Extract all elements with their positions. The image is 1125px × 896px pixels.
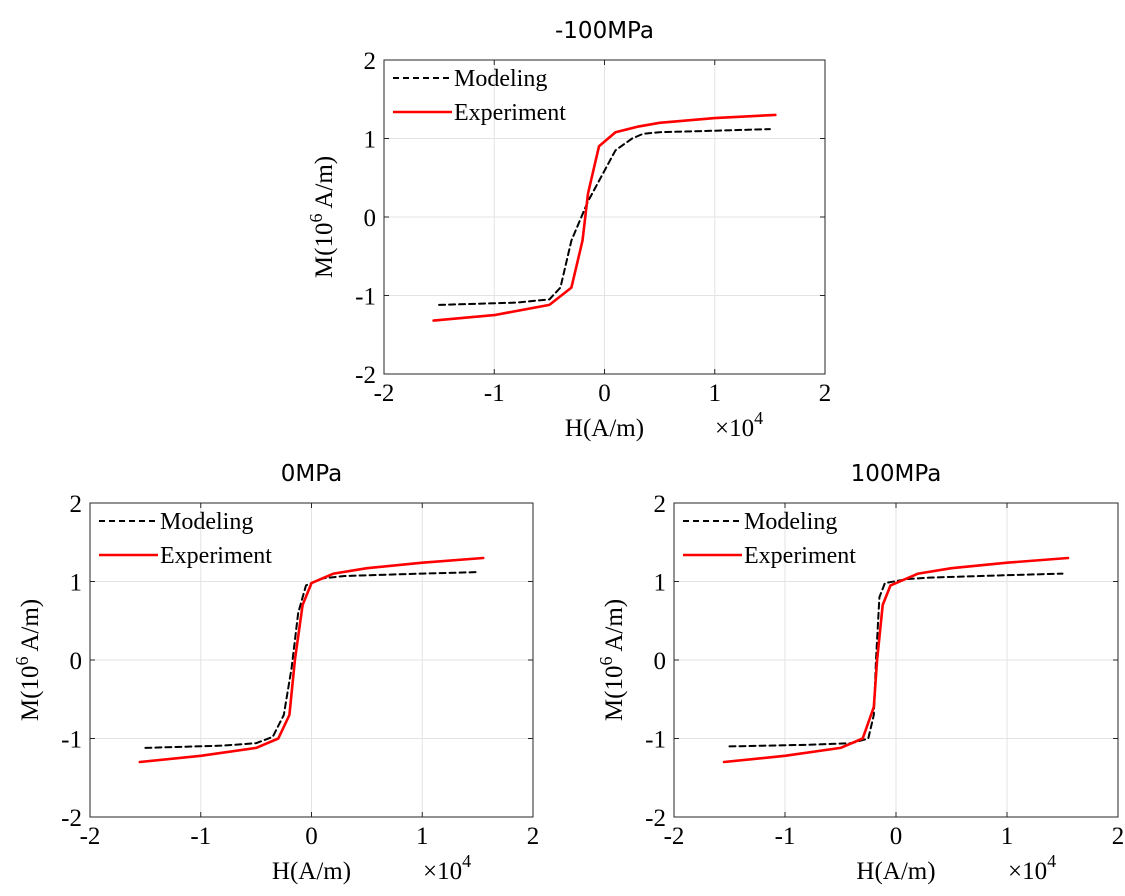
y-tick-label: -2 [355, 362, 376, 389]
y-tick-label: 2 [364, 48, 377, 75]
y-tick-label: 1 [364, 127, 377, 154]
y-tick-label: 0 [654, 648, 667, 675]
legend-label-modeling: Modeling [160, 509, 253, 535]
series-group [138, 556, 485, 764]
legend-label-experiment: Experiment [454, 100, 566, 126]
y-tick-label: -2 [645, 805, 666, 832]
legend: Modeling Experiment [99, 509, 272, 569]
y-tick-label: 1 [654, 570, 667, 597]
y-axis-label: M(106 A/m) [12, 599, 44, 721]
x-tick-label: -1 [190, 823, 211, 850]
legend-label-modeling: Modeling [454, 66, 547, 92]
x-tick-label: 2 [819, 380, 832, 407]
series-line-modeling [144, 571, 479, 749]
x-axis-multiplier: ×104 [423, 851, 471, 885]
legend: Modeling Experiment [393, 66, 566, 126]
y-axis-label: M(106 A/m) [596, 599, 628, 721]
series-group [722, 556, 1070, 764]
chart-title: 100MPa [851, 461, 942, 487]
x-tick-label: 2 [527, 823, 540, 850]
chart-top: -2 -1 0 1 2 -2 -1 0 1 2 -100MPa H(A/m) ×104 M(106 A/m… [306, 18, 831, 442]
x-tick-label: 1 [416, 823, 429, 850]
x-tick-label: 1 [1001, 823, 1014, 850]
x-tick-label: -2 [80, 823, 101, 850]
series-line-modeling [438, 128, 771, 306]
y-tick-label: 0 [70, 648, 83, 675]
legend-label-experiment: Experiment [160, 543, 272, 569]
x-tick-label: 2 [1112, 823, 1125, 850]
y-tick-label: 2 [654, 491, 667, 518]
series-line-experiment [432, 113, 777, 322]
series-line-experiment [722, 556, 1070, 764]
legend-label-modeling: Modeling [744, 509, 837, 535]
x-tick-label: 0 [890, 823, 903, 850]
chart-bottom-right: -2 -1 0 1 2 -2 -1 0 1 2 100MPa H(A/m) ×104 M(106 A/m)… [596, 461, 1124, 885]
series-line-modeling [728, 572, 1064, 748]
y-tick-label: 0 [364, 205, 377, 232]
y-tick-label: 1 [70, 570, 83, 597]
chart-title: -100MPa [555, 18, 654, 44]
y-tick-label: -1 [61, 727, 82, 754]
x-axis-label: H(A/m) [272, 858, 351, 885]
legend: Modeling Experiment [683, 509, 856, 569]
y-tick-label: -1 [645, 727, 666, 754]
x-tick-label: 0 [305, 823, 318, 850]
y-tick-label: -1 [355, 284, 376, 311]
x-tick-label: -1 [775, 823, 796, 850]
x-tick-label: -2 [374, 380, 395, 407]
x-axis-label: H(A/m) [565, 415, 644, 442]
x-tick-label: -2 [664, 823, 685, 850]
x-axis-multiplier: ×104 [715, 408, 763, 442]
y-tick-label: 2 [70, 491, 83, 518]
chart-title: 0MPa [281, 461, 342, 487]
series-group [432, 113, 777, 322]
series-line-experiment [138, 556, 485, 764]
x-tick-label: 1 [709, 380, 722, 407]
x-tick-label: 0 [598, 380, 611, 407]
y-axis-label: M(106 A/m) [306, 156, 338, 278]
legend-label-experiment: Experiment [744, 543, 856, 569]
x-axis-label: H(A/m) [856, 858, 935, 885]
chart-bottom-left: -2 -1 0 1 2 -2 -1 0 1 2 0MPa H(A/m) ×104 M(106 A/m) Mo… [12, 461, 539, 885]
y-tick-label: -2 [61, 805, 82, 832]
x-axis-multiplier: ×104 [1008, 851, 1056, 885]
x-tick-label: -1 [484, 380, 505, 407]
